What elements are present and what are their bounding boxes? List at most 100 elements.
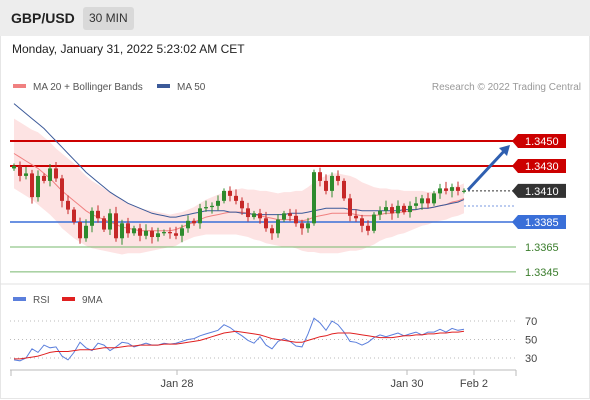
candle-body	[60, 178, 64, 201]
candle-body	[222, 190, 226, 201]
rsi-legend-swatch-1	[62, 297, 75, 301]
candles	[12, 161, 466, 245]
candle-body	[120, 223, 124, 239]
candle-body	[72, 209, 76, 223]
candle-body	[456, 187, 460, 191]
chart-datetime: Monday, January 31, 2022 5:23:02 AM CET	[12, 42, 245, 56]
legend-label-0: MA 20 + Bollinger Bands	[33, 82, 143, 93]
candle-body	[168, 232, 172, 234]
candle-body	[270, 228, 274, 234]
candle-body	[348, 198, 352, 216]
candle-body	[102, 218, 106, 230]
timeframe-button[interactable]: 30 MIN	[83, 7, 134, 30]
bollinger-bands	[14, 118, 464, 255]
candle-body	[114, 213, 118, 239]
candle-body	[144, 230, 148, 236]
candle-body	[402, 205, 406, 213]
candle-body	[66, 200, 70, 210]
candle-body	[414, 203, 418, 206]
candle-body	[264, 218, 268, 229]
candle-body	[354, 215, 358, 219]
candle-body	[366, 225, 370, 231]
last-price-label-box	[512, 183, 566, 198]
candle-body	[288, 213, 292, 216]
candle-body	[228, 190, 232, 196]
candle-body	[372, 214, 376, 231]
ma50-line	[13, 103, 465, 218]
candle-body	[336, 175, 340, 181]
candle-body	[204, 207, 208, 209]
chart-header: GBP/USD 30 MIN	[0, 0, 590, 36]
candle-body	[306, 223, 310, 229]
candle-body	[90, 210, 94, 226]
symbol-title: GBP/USD	[11, 10, 75, 26]
level-label-support: 1.3365	[525, 242, 559, 254]
rsi-tick-label: 70	[525, 316, 537, 328]
candle-body	[24, 173, 28, 176]
candle-body	[294, 215, 298, 224]
candle-body	[408, 205, 412, 213]
candle-body	[156, 233, 160, 238]
candle-body	[138, 228, 142, 236]
candle-body	[300, 223, 304, 229]
rsi-legend: RSI 9MA	[13, 295, 103, 306]
moving-averages	[13, 103, 465, 232]
x-axis: Jan 28 Jan 30 Feb 2	[10, 369, 517, 390]
candle-body	[318, 172, 322, 181]
candle-body	[198, 208, 202, 224]
credit-text: Research © 2022 Trading Central	[432, 82, 581, 93]
candle-body	[108, 213, 112, 230]
forecast-arrow-shaft	[466, 147, 508, 191]
candle-body	[282, 213, 286, 220]
rsi-ma-line	[14, 330, 465, 360]
level-labels: 1.3450 1.3430 1.3385 1.3365 1.3345 1.3410	[512, 134, 566, 279]
legend-swatch-1	[157, 84, 170, 88]
candle-body	[342, 180, 346, 199]
candle-body	[210, 205, 214, 208]
bollinger-band-area	[14, 118, 464, 255]
candle-body	[162, 232, 166, 234]
candle-body	[390, 207, 394, 214]
candle-body	[132, 228, 136, 234]
price-levels	[10, 140, 516, 273]
main-legend: MA 20 + Bollinger Bands MA 50	[13, 82, 206, 93]
candle-body	[276, 219, 280, 234]
candle-body	[12, 165, 16, 169]
level-label-pivot-box	[512, 215, 566, 230]
level-label-resistance-box	[512, 134, 566, 148]
level-label-resistance-text: 1.3430	[525, 161, 559, 173]
legend-swatch-0	[13, 84, 26, 88]
candle-body	[78, 222, 82, 239]
rsi-legend-swatch-0	[13, 297, 26, 301]
candle-body	[48, 168, 52, 181]
candle-body	[360, 218, 364, 226]
candle-body	[234, 195, 238, 201]
x-tick-label: Feb 2	[460, 378, 488, 390]
candle-body	[180, 228, 184, 236]
candle-body	[324, 180, 328, 191]
candle-body	[384, 207, 388, 211]
candle-body	[438, 188, 442, 194]
forecast-arrow	[466, 145, 510, 191]
rsi-legend-label-1: 9MA	[82, 295, 103, 306]
forecast-arrow-head	[499, 145, 510, 156]
candle-body	[258, 213, 262, 219]
last-price-label-text: 1.3410	[525, 186, 559, 198]
x-tick-label: Jan 30	[390, 378, 423, 390]
rsi-legend-label-0: RSI	[33, 295, 50, 306]
x-tick-label: Jan 28	[160, 378, 193, 390]
candle-body	[186, 220, 190, 229]
candle-body	[96, 210, 100, 219]
candle-body	[450, 187, 454, 191]
candle-body	[240, 200, 244, 209]
candle-body	[396, 205, 400, 214]
rsi-tick-label: 50	[525, 335, 537, 347]
candle-body	[18, 165, 22, 176]
candle-body	[54, 168, 58, 179]
candle-body	[420, 198, 424, 204]
level-label-resistance-box	[512, 158, 566, 173]
candle-body	[30, 173, 34, 198]
ma20-line	[13, 153, 465, 232]
level-label-support: 1.3345	[525, 267, 559, 279]
